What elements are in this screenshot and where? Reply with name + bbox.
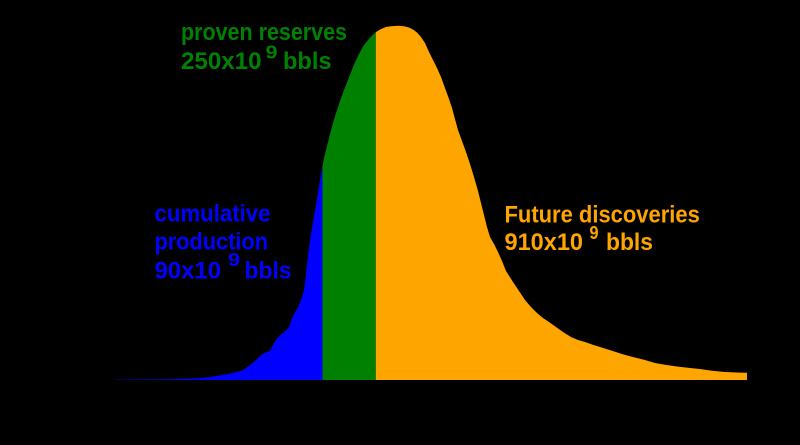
svg-text:bbls: bbls [245,258,292,285]
svg-text:bbls: bbls [606,229,653,256]
svg-text:bbls: bbls [283,48,332,75]
svg-text:9: 9 [590,223,599,243]
svg-text:9: 9 [266,43,278,63]
svg-text:production: production [155,229,269,256]
svg-text:250x10: 250x10 [181,48,262,75]
svg-text:90x10: 90x10 [155,258,222,285]
svg-text:910x10: 910x10 [505,229,584,256]
svg-text:Future discoveries: Future discoveries [505,202,700,229]
svg-text:proven reserves: proven reserves [181,19,347,46]
svg-text:cumulative: cumulative [155,201,271,228]
svg-text:9: 9 [228,250,240,270]
